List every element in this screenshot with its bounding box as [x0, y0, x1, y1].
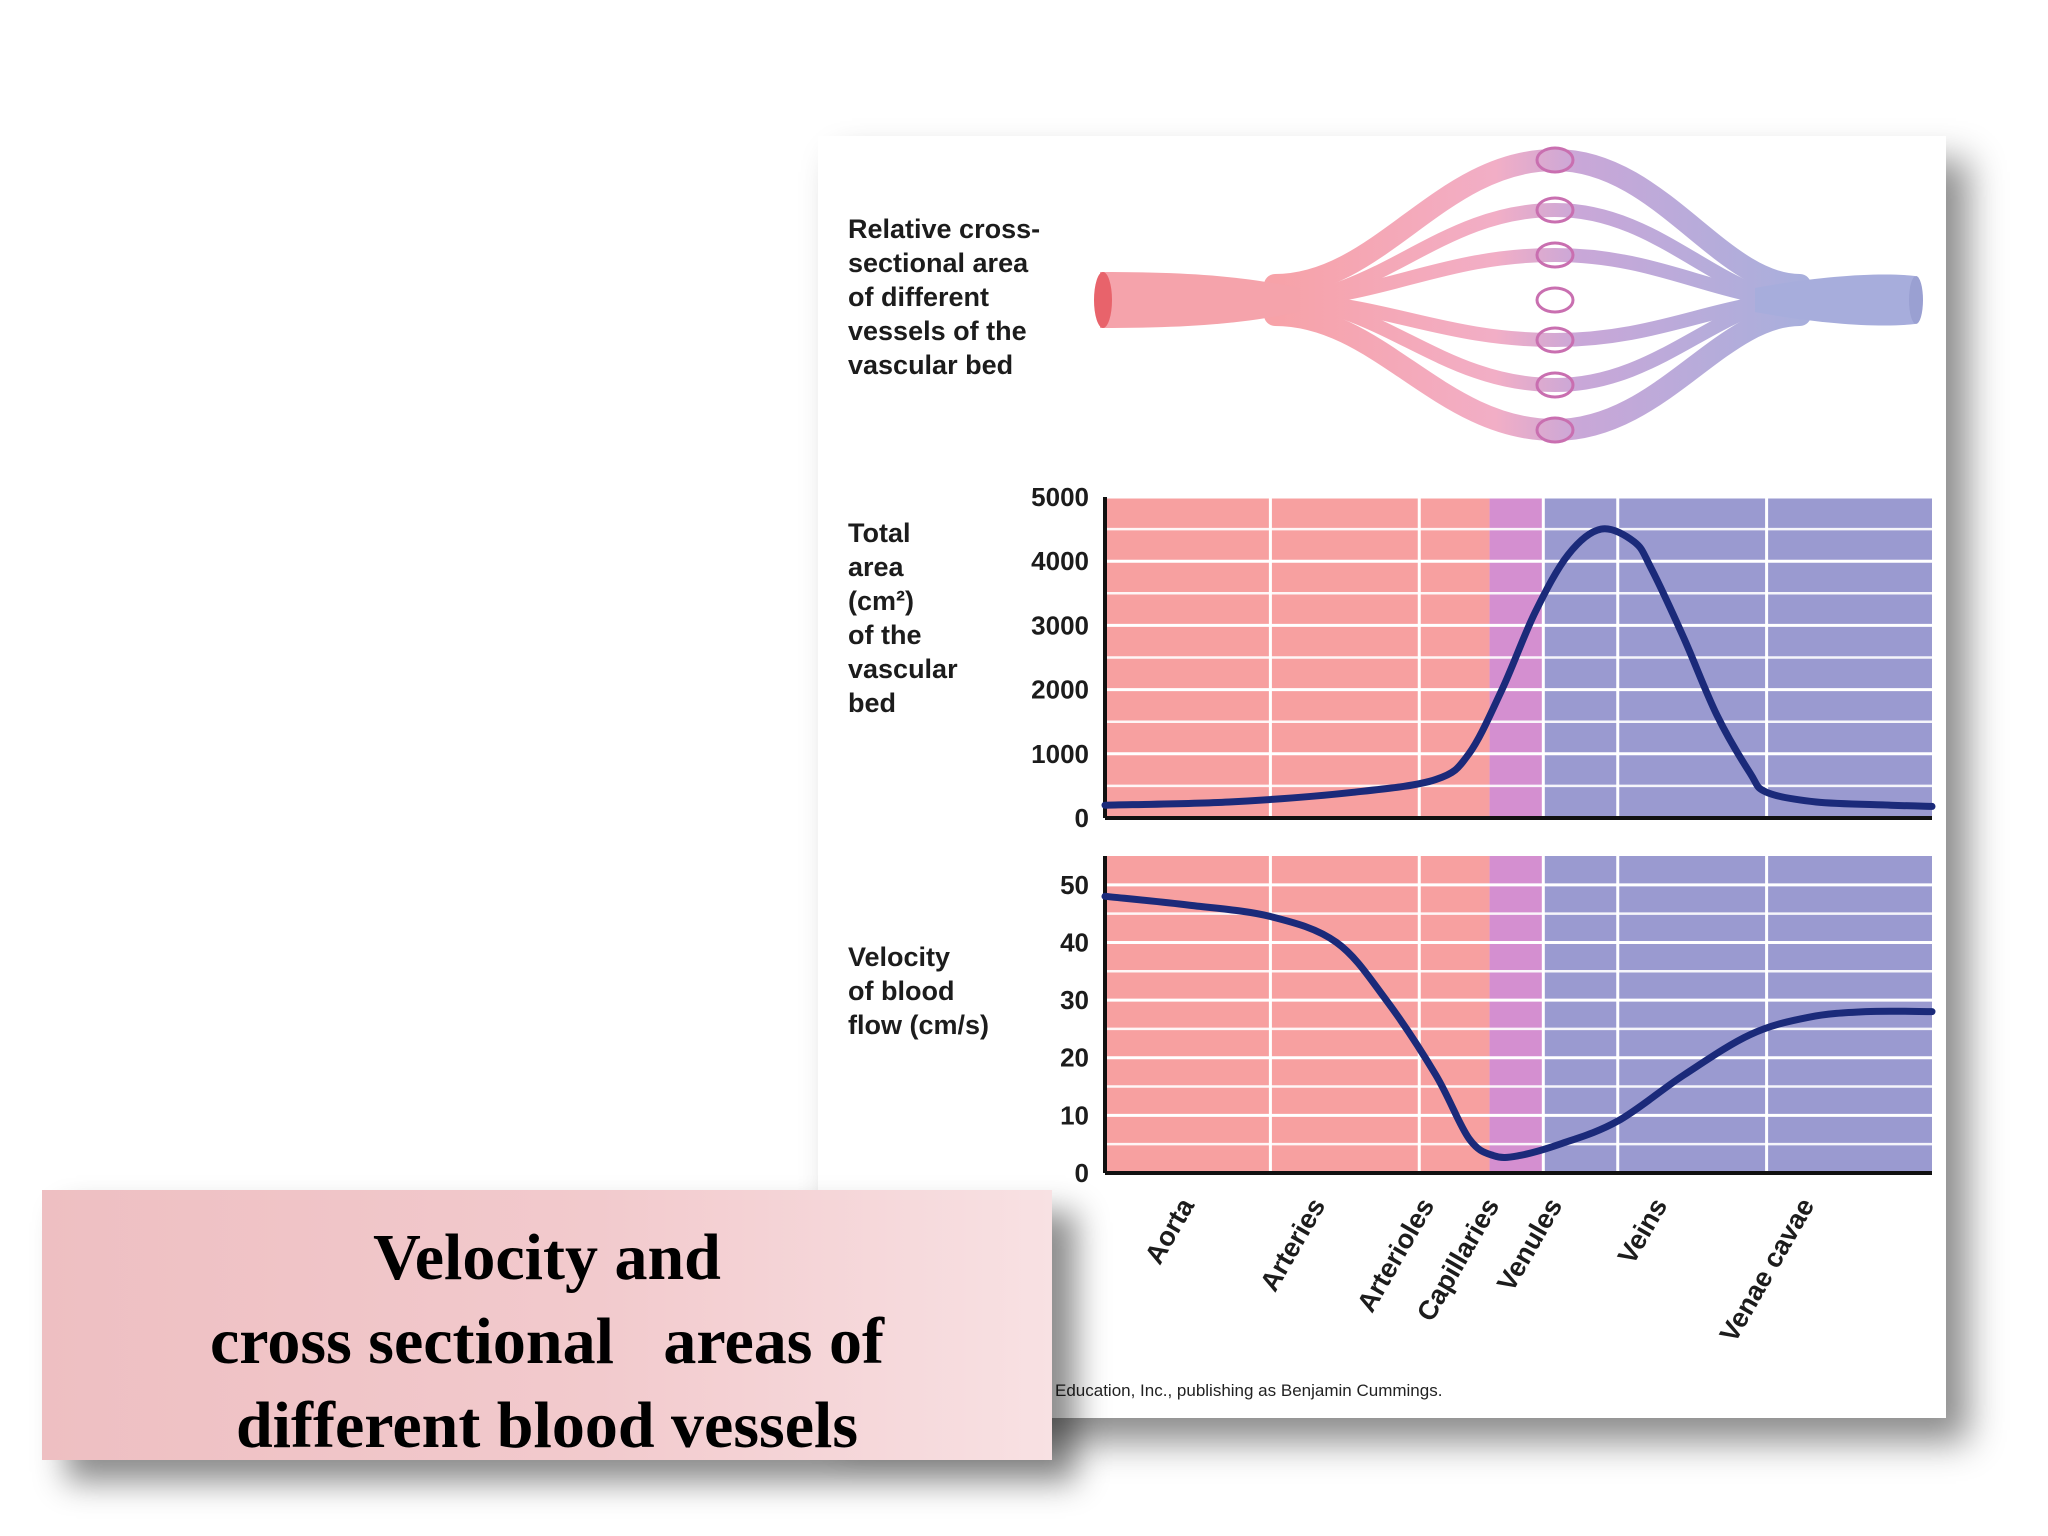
y-tick-label: 0 — [1075, 803, 1089, 833]
region-label-6: Veins — [1612, 1193, 1673, 1269]
y-tick-label: 2000 — [1031, 675, 1089, 705]
slide-caption: Velocity and cross sectional areas of di… — [42, 1216, 1052, 1468]
y-tick-label: 0 — [1075, 1158, 1089, 1188]
y-tick-label: 40 — [1060, 927, 1089, 957]
region-label-2: Arteries — [1254, 1193, 1331, 1296]
data-line — [1101, 892, 1936, 1161]
area-axis-label: Total area (cm²) of the vascular bed — [848, 518, 958, 718]
chart-velocity: 0 10 20 30 40 50 — [1060, 856, 1936, 1188]
caption-box: Velocity and cross sectional areas of di… — [42, 1190, 1052, 1462]
y-tick-label: 4000 — [1031, 546, 1089, 576]
publisher-credit: Education, Inc., publishing as Benjamin … — [1055, 1381, 1443, 1400]
y-tick-label: 50 — [1060, 870, 1089, 900]
y-tick-label: 30 — [1060, 985, 1089, 1015]
y-tick-label: 20 — [1060, 1043, 1089, 1073]
region-label-1: Aorta — [1139, 1192, 1201, 1269]
velocity-axis-label: Velocity of blood flow (cm/s) — [848, 942, 990, 1040]
y-tick-label: 1000 — [1031, 739, 1089, 769]
vessel-diagram-label: Relative cross- sectional area of differ… — [848, 214, 1041, 380]
region-band-6 — [1617, 856, 1767, 1173]
y-tick-label: 5000 — [1031, 482, 1089, 512]
y-tick-label: 10 — [1060, 1100, 1089, 1130]
caption-line-3: different blood vessels — [235, 1389, 859, 1462]
caption-line-2: cross sectional areas of — [210, 1305, 884, 1378]
chart-total-area: 0 1000 2000 3000 4000 5000 — [1031, 482, 1936, 833]
region-band-5 — [1543, 856, 1618, 1173]
region-band-4 — [1489, 856, 1544, 1173]
vessel-region-labels: Aorta Arteries ArteriolesCapillariesVenule… — [1139, 1192, 1820, 1347]
region-label-7: Venae cavae — [1714, 1193, 1820, 1347]
caption-line-1: Velocity and — [373, 1221, 721, 1294]
y-tick-label: 3000 — [1031, 610, 1089, 640]
vessel-network-diagram — [1094, 146, 1923, 444]
region-band-3 — [1419, 856, 1490, 1173]
